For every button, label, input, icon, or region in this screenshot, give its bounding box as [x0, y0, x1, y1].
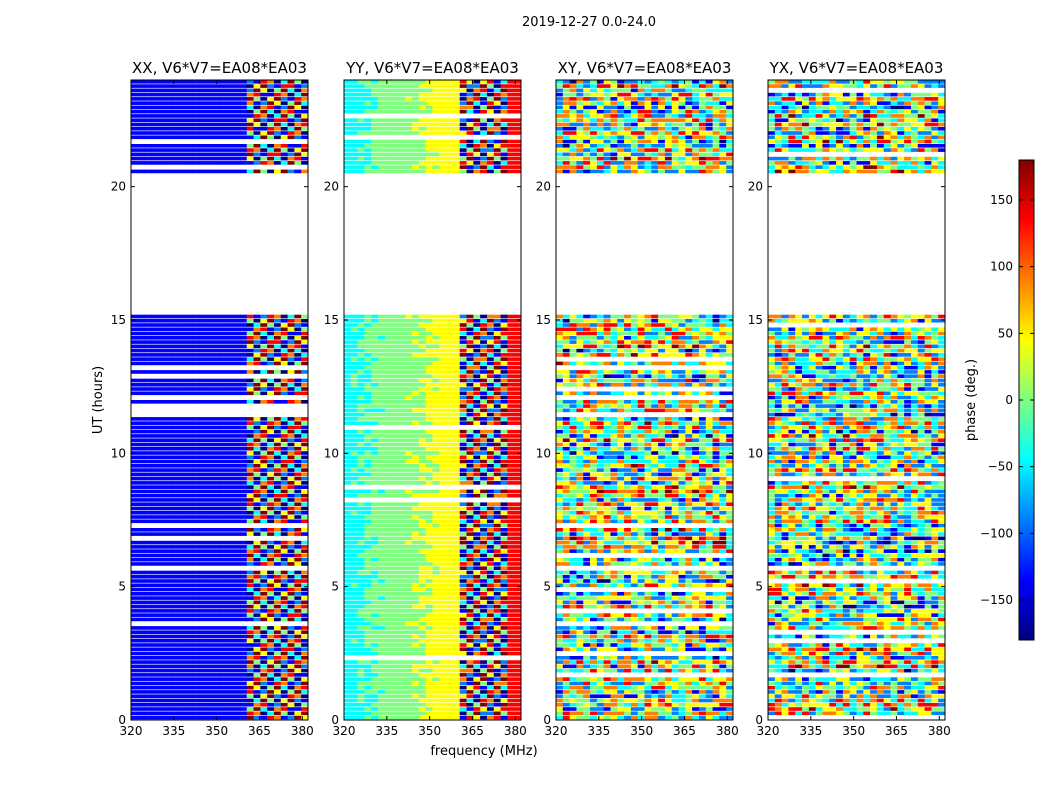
panel-frame [343, 79, 522, 721]
phase-image [344, 80, 521, 720]
y-tick-label: 20 [111, 180, 126, 194]
panel-frame [555, 79, 734, 721]
y-tick-label: 0 [755, 713, 763, 727]
x-tick-label: 350 [630, 724, 653, 738]
panel-yx: YX, V6*V7=EA08*EA03 320 335 350 365 380 0 5 10 15… [748, 59, 951, 738]
x-axis-label: frequency (MHz) [430, 744, 537, 759]
y-tick-label: 0 [331, 713, 339, 727]
x-tick-label: 365 [461, 724, 484, 738]
y-tick-label: 20 [324, 180, 339, 194]
colorbar-tick-label: 100 [990, 260, 1013, 274]
panel-xy: XY, V6*V7=EA08*EA03 320 335 350 365 380 0 5 10 15… [536, 59, 739, 738]
x-tick-label: 335 [375, 724, 398, 738]
x-tick-label: 350 [418, 724, 441, 738]
y-tick-label: 5 [331, 580, 339, 594]
phase-image [131, 80, 308, 720]
y-tick-label: 0 [543, 713, 551, 727]
y-tick-label: 10 [111, 446, 126, 460]
colorbar-tick-label: −50 [988, 460, 1013, 474]
x-tick-label: 350 [842, 724, 865, 738]
x-tick-label: 320 [120, 724, 143, 738]
y-tick-label: 10 [324, 446, 339, 460]
x-tick-label: 380 [504, 724, 527, 738]
y-tick-label: 15 [748, 313, 763, 327]
y-tick-label: 15 [324, 313, 339, 327]
y-tick-label: 20 [748, 180, 763, 194]
figure-title: 2019-12-27 0.0-24.0 [522, 15, 656, 30]
x-tick-label: 365 [885, 724, 908, 738]
x-tick-label: 320 [333, 724, 356, 738]
x-tick-label: 380 [716, 724, 739, 738]
y-tick-label: 15 [111, 313, 126, 327]
y-tick-label: 10 [748, 446, 763, 460]
y-tick-label: 5 [118, 580, 126, 594]
phase-image [768, 80, 945, 720]
colorbar: −150 −100 −50 0 50 100 150 [980, 159, 1035, 641]
panel-frame [130, 79, 309, 721]
panel-title: YX, V6*V7=EA08*EA03 [769, 59, 944, 77]
panel-title: XX, V6*V7=EA08*EA03 [132, 59, 307, 77]
y-tick-label: 15 [536, 313, 551, 327]
x-tick-label: 335 [799, 724, 822, 738]
x-tick-label: 365 [248, 724, 271, 738]
panel-yy: YY, V6*V7=EA08*EA03 320 335 350 365 380 0 5 10 15… [324, 59, 527, 738]
x-tick-label: 380 [291, 724, 314, 738]
x-tick-label: 380 [928, 724, 951, 738]
y-tick-label: 20 [536, 180, 551, 194]
phase-image [556, 80, 733, 720]
x-tick-label: 335 [587, 724, 610, 738]
panel-title: YY, V6*V7=EA08*EA03 [345, 59, 519, 77]
colorbar-tick-label: 50 [998, 326, 1013, 340]
x-tick-label: 335 [162, 724, 185, 738]
y-axis-label: UT (hours) [91, 366, 106, 434]
y-tick-label: 5 [543, 580, 551, 594]
x-tick-label: 320 [757, 724, 780, 738]
panels: XX, V6*V7=EA08*EA03 320 335 350 365 380 0 5 10 15… [111, 59, 951, 738]
colorbar-tick-label: 0 [1005, 393, 1013, 407]
panel-xx: XX, V6*V7=EA08*EA03 320 335 350 365 380 0 5 10 15… [111, 59, 314, 738]
colorbar-label: phase (deg.) [964, 359, 979, 441]
y-tick-label: 0 [118, 713, 126, 727]
colorbar-tick-label: −100 [980, 526, 1013, 540]
x-tick-label: 320 [545, 724, 568, 738]
colorbar-tick-label: −150 [980, 593, 1013, 607]
x-tick-label: 365 [673, 724, 696, 738]
x-tick-label: 350 [205, 724, 228, 738]
y-tick-label: 5 [755, 580, 763, 594]
panel-title: XY, V6*V7=EA08*EA03 [558, 59, 732, 77]
y-tick-label: 10 [536, 446, 551, 460]
panel-frame [767, 79, 946, 721]
colorbar-tick-label: 150 [990, 193, 1013, 207]
